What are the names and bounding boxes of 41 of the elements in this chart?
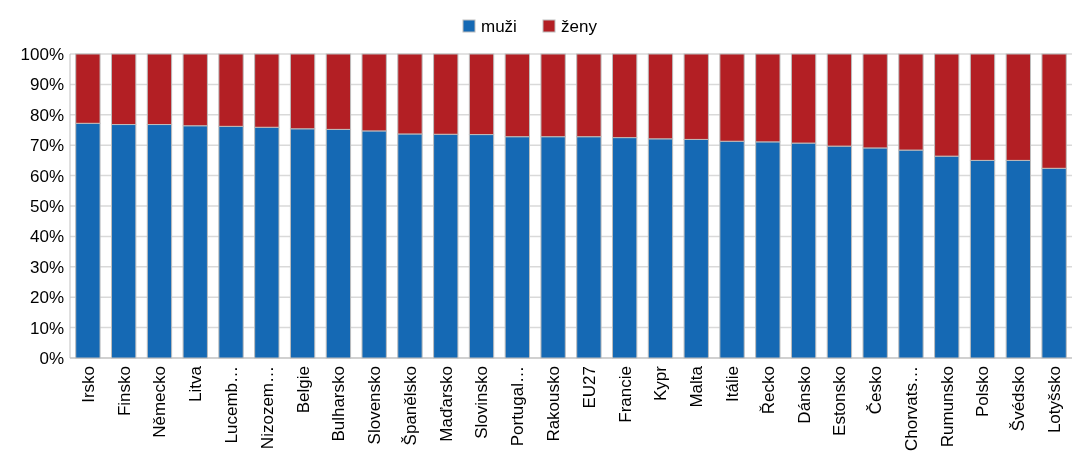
x-tick-label: Nizozem… [257, 366, 277, 450]
x-tick-label: Finsko [114, 366, 134, 417]
y-tick-label: 50% [29, 196, 64, 216]
y-tick-label: 10% [29, 318, 64, 338]
y-tick-label: 100% [20, 44, 64, 64]
x-tick-label: Malta [687, 365, 707, 408]
y-tick-label: 30% [29, 257, 64, 277]
x-tick-label: Česko [866, 366, 886, 415]
y-tick-label: 40% [29, 227, 64, 247]
x-tick-label: Slovensko [365, 366, 385, 445]
y-tick-label: 80% [29, 105, 64, 125]
x-tick-label: Maďarsko [436, 366, 456, 442]
x-tick-label: Německo [150, 366, 170, 438]
x-tick-label: Portugal… [508, 366, 528, 447]
x-tick-label: Itálie [722, 366, 742, 402]
x-tick-label: EU27 [579, 366, 599, 409]
x-tick-label: Švédsko [1009, 366, 1029, 432]
x-tick-label: Lucemb… [221, 366, 241, 444]
y-tick-label: 90% [29, 75, 64, 95]
y-tick-label: 60% [29, 166, 64, 186]
x-tick-label: Kypr [651, 365, 671, 401]
x-tick-label: Řecko [758, 366, 778, 415]
x-tick-label: Chorvats… [901, 366, 921, 452]
x-tick-label: Lotyšsko [1045, 366, 1065, 434]
x-tick-label: Litva [186, 365, 206, 402]
x-tick-label: Slovinsko [472, 366, 492, 439]
y-tick-label: 70% [29, 136, 64, 156]
legend-label: muži [481, 16, 517, 36]
x-tick-label: Polsko [973, 366, 993, 418]
x-tick-label: Španělsko [400, 366, 420, 446]
x-tick-label: Belgie [293, 366, 313, 414]
x-tick-label: Irsko [78, 366, 98, 403]
x-tick-label: Dánsko [794, 366, 814, 424]
y-tick-label: 20% [29, 288, 64, 308]
legend-label: ženy [561, 16, 598, 36]
x-tick-label: Rumunsko [937, 366, 957, 448]
x-tick-label: Bulharsko [329, 366, 349, 442]
x-tick-label: Estonsko [830, 366, 850, 436]
x-tick-label: Rakousko [544, 366, 564, 442]
y-tick-label: 0% [39, 348, 64, 368]
x-tick-label: Francie [615, 366, 635, 423]
